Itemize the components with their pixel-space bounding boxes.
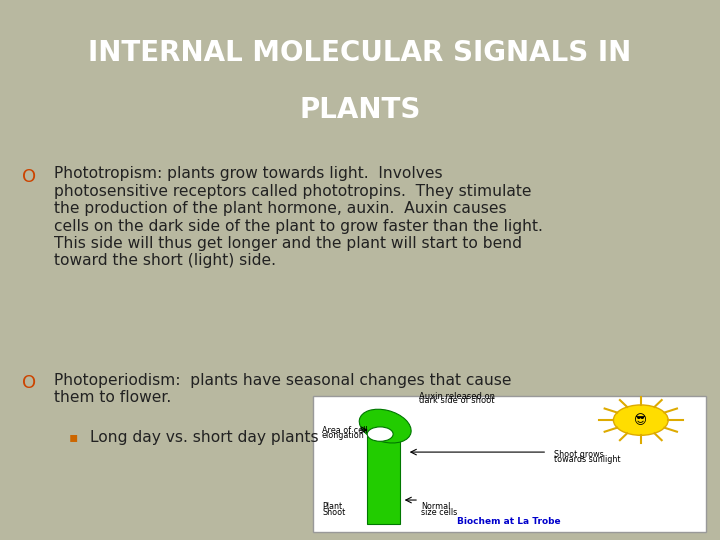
Text: O: O xyxy=(22,168,36,186)
Text: Area of cell: Area of cell xyxy=(322,426,367,435)
Text: Shoot grows: Shoot grows xyxy=(554,450,604,459)
Text: Shoot: Shoot xyxy=(323,508,346,517)
Circle shape xyxy=(613,405,668,435)
FancyBboxPatch shape xyxy=(313,396,706,532)
Text: ▪: ▪ xyxy=(68,430,78,444)
Text: Auxin released on: Auxin released on xyxy=(419,392,495,401)
Bar xyxy=(367,436,400,524)
Text: towards sunlight: towards sunlight xyxy=(554,455,621,464)
Text: Phototropism: plants grow towards light.  Involves
photosensitive receptors call: Phototropism: plants grow towards light.… xyxy=(54,166,543,268)
Text: O: O xyxy=(22,374,36,392)
Text: Biochem at La Trobe: Biochem at La Trobe xyxy=(456,517,560,526)
Text: elongation: elongation xyxy=(322,431,364,440)
Ellipse shape xyxy=(359,409,411,443)
Text: size cells: size cells xyxy=(421,508,457,517)
Text: 😎: 😎 xyxy=(634,414,647,427)
Text: Long day vs. short day plants: Long day vs. short day plants xyxy=(90,430,319,445)
Text: dark side of shoot: dark side of shoot xyxy=(420,396,495,405)
Circle shape xyxy=(367,427,393,441)
Text: PLANTS: PLANTS xyxy=(300,96,420,124)
Text: Photoperiodism:  plants have seasonal changes that cause
them to flower.: Photoperiodism: plants have seasonal cha… xyxy=(54,373,511,406)
Text: INTERNAL MOLECULAR SIGNALS IN: INTERNAL MOLECULAR SIGNALS IN xyxy=(89,39,631,68)
Text: Normal: Normal xyxy=(421,502,451,511)
Text: Plant: Plant xyxy=(323,502,343,511)
